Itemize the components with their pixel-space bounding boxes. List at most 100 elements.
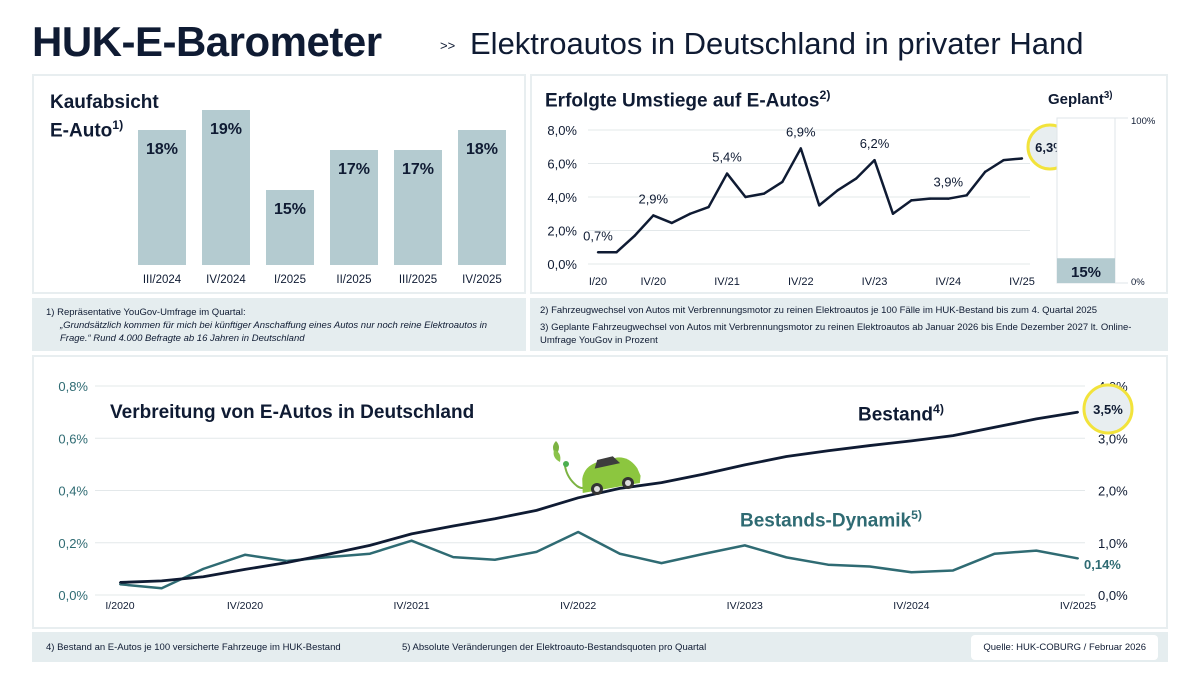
bestand-point — [202, 575, 205, 578]
footnote-2-3: 2) Fahrzeugwechsel von Autos mit Verbren… — [530, 298, 1168, 351]
left-y-tick-label: 0,2% — [58, 536, 88, 551]
bestand-point — [410, 532, 413, 535]
data-point — [928, 197, 932, 200]
bestand-point — [368, 544, 371, 547]
footnote-4: 4) Bestand an E-Autos je 100 versicherte… — [46, 642, 341, 653]
bar-value-label: 18% — [146, 141, 178, 158]
right-y-tick-label: 3,0% — [1098, 431, 1128, 446]
umstiege-line — [598, 147, 1023, 254]
x-tick-label: I/2025 — [274, 274, 306, 286]
dynamik-point — [868, 565, 871, 568]
data-point — [744, 195, 747, 199]
dynamik-point — [160, 587, 163, 590]
bar-value-label: 17% — [402, 161, 434, 178]
dynamik-point — [952, 569, 955, 572]
bestand-point — [702, 473, 705, 476]
left-y-tick-label: 0,4% — [58, 484, 88, 499]
footnote-2: 2) Fahrzeugwechsel von Autos mit Verbren… — [540, 305, 1098, 316]
dynamik-point — [702, 552, 705, 555]
y-tick-label: 0,0% — [547, 257, 577, 272]
bestand-point — [910, 439, 913, 442]
footnote-3: 3) Geplante Fahrzeugwechsel von Autos mi… — [540, 322, 1132, 346]
data-point — [688, 212, 692, 215]
right-y-tick-label: 1,0% — [1098, 536, 1128, 551]
umstiege-title: Erfolgte Umstiege auf E-Autos2) — [545, 88, 831, 112]
dynamik-point — [827, 563, 830, 566]
bar-value-label: 18% — [466, 141, 498, 158]
bestand-point — [243, 568, 246, 571]
data-point — [799, 147, 802, 150]
data-point — [725, 172, 729, 175]
dynamik-point — [243, 553, 246, 556]
bestand-point — [160, 579, 163, 582]
bestand-point — [493, 517, 496, 520]
bestand-point — [785, 455, 788, 458]
x-tick-label: IV/2024 — [206, 274, 246, 286]
geplant-title: Geplant3) — [1048, 90, 1113, 108]
left-y-tick-label: 0,6% — [58, 431, 88, 446]
footnote-1: 1) Repräsentative YouGov-Umfrage im Quar… — [32, 298, 526, 351]
data-point — [873, 158, 876, 162]
dynamik-end-value: 0,14% — [1084, 557, 1121, 572]
x-tick-label: IV/2021 — [393, 600, 429, 612]
source-label: Quelle: HUK-COBURG / Februar 2026 — [971, 635, 1158, 660]
bestand-point — [743, 463, 746, 466]
x-tick-label: IV/21 — [714, 276, 740, 288]
bestand-point — [1077, 411, 1079, 414]
x-tick-label: IV/23 — [862, 276, 888, 288]
bar-III/2025 — [394, 150, 442, 265]
right-y-tick-label: 0,0% — [1098, 588, 1128, 603]
dynamik-point — [327, 556, 330, 559]
data-label: 3,9% — [933, 175, 963, 190]
dynamik-point — [618, 552, 621, 555]
x-tick-label: IV/20 — [640, 276, 666, 288]
dynamik-point — [1035, 549, 1038, 552]
data-point — [633, 234, 637, 237]
data-point — [891, 212, 895, 215]
data-point — [1020, 157, 1024, 160]
y-tick-label: 100% — [1131, 116, 1156, 127]
dynamik-point — [202, 567, 205, 570]
x-tick-label: III/2025 — [399, 274, 437, 286]
x-tick-label: IV/2025 — [462, 274, 502, 286]
bestand-series-label: Bestand4) — [858, 402, 944, 426]
data-point — [707, 205, 710, 209]
x-tick-label: II/2025 — [336, 274, 371, 286]
bar-value-label: 15% — [274, 201, 306, 218]
data-point — [983, 170, 987, 174]
dynamik-point — [452, 556, 455, 559]
right-y-tick-label: 2,0% — [1098, 484, 1128, 499]
data-point — [781, 180, 784, 184]
data-point — [910, 199, 913, 202]
footnote-5: 5) Absolute Veränderungen der Elektroaut… — [402, 642, 707, 653]
footnote-1-quote: „Grundsätzlich kommen für mich bei künft… — [60, 320, 488, 344]
bar-value-label: 17% — [338, 161, 370, 178]
bestand-point — [952, 434, 955, 437]
x-tick-label: IV/2025 — [1060, 600, 1096, 612]
data-label: 6,9% — [786, 124, 816, 139]
footer-notes: 4) Bestand an E-Autos je 100 versicherte… — [32, 632, 1168, 662]
y-tick-label: 0% — [1131, 277, 1145, 288]
bestand-point — [285, 561, 288, 564]
bar-value-label: 19% — [210, 121, 242, 138]
data-point — [762, 192, 766, 195]
y-tick-label: 6,0% — [547, 157, 577, 172]
data-point — [965, 194, 968, 197]
dynamik-point — [660, 562, 663, 565]
data-point — [947, 197, 950, 200]
x-tick-label: I/2020 — [105, 600, 134, 612]
dynamik-point — [119, 583, 121, 586]
bestand-point — [577, 496, 580, 499]
footnote-1-text: 1) Repräsentative YouGov-Umfrage im Quar… — [46, 307, 246, 318]
data-point — [854, 177, 858, 180]
x-tick-label: IV/25 — [1009, 276, 1035, 288]
page-title: HUK-E-Barometer — [32, 18, 382, 65]
electric-car-icon — [553, 441, 641, 495]
bar-III/2024 — [138, 130, 186, 265]
bestand-point — [827, 449, 830, 452]
data-point — [615, 251, 618, 254]
bestand-point — [618, 487, 621, 490]
highlight-circle — [1082, 383, 1134, 435]
